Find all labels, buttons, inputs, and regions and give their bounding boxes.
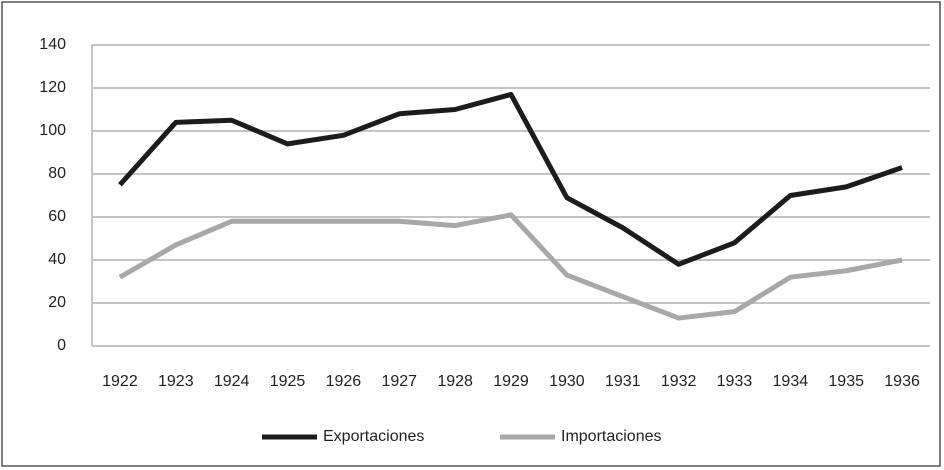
y-tick-label: 40 [48, 251, 66, 268]
y-tick-label: 140 [39, 36, 66, 53]
data-line [118, 91, 903, 267]
y-tick-label: 120 [39, 79, 66, 96]
y-tick-label: 80 [48, 165, 66, 182]
x-tick-label: 1936 [884, 373, 920, 390]
x-tick-label: 1927 [381, 373, 417, 390]
x-tick-label: 1924 [214, 373, 250, 390]
y-tick-label: 100 [39, 122, 66, 139]
x-tick-label: 1932 [661, 373, 697, 390]
x-tick-label: 1933 [717, 373, 753, 390]
y-tick-label: 0 [57, 337, 66, 354]
y-tick-label: 60 [48, 208, 66, 225]
x-tick-label: 1922 [102, 373, 138, 390]
y-tick-label: 20 [48, 294, 66, 311]
data-line [118, 212, 903, 321]
x-tick-label: 1926 [326, 373, 362, 390]
x-tick-label: 1931 [605, 373, 641, 390]
x-tick-label: 1929 [493, 373, 529, 390]
x-tick-label: 1925 [270, 373, 306, 390]
legend-label: Importaciones [561, 428, 662, 445]
legend-label: Exportaciones [323, 428, 424, 445]
x-tick-label: 1935 [828, 373, 864, 390]
x-tick-label: 1934 [773, 373, 809, 390]
x-tick-label: 1928 [437, 373, 473, 390]
x-tick-label: 1923 [158, 373, 194, 390]
x-tick-label: 1930 [549, 373, 585, 390]
